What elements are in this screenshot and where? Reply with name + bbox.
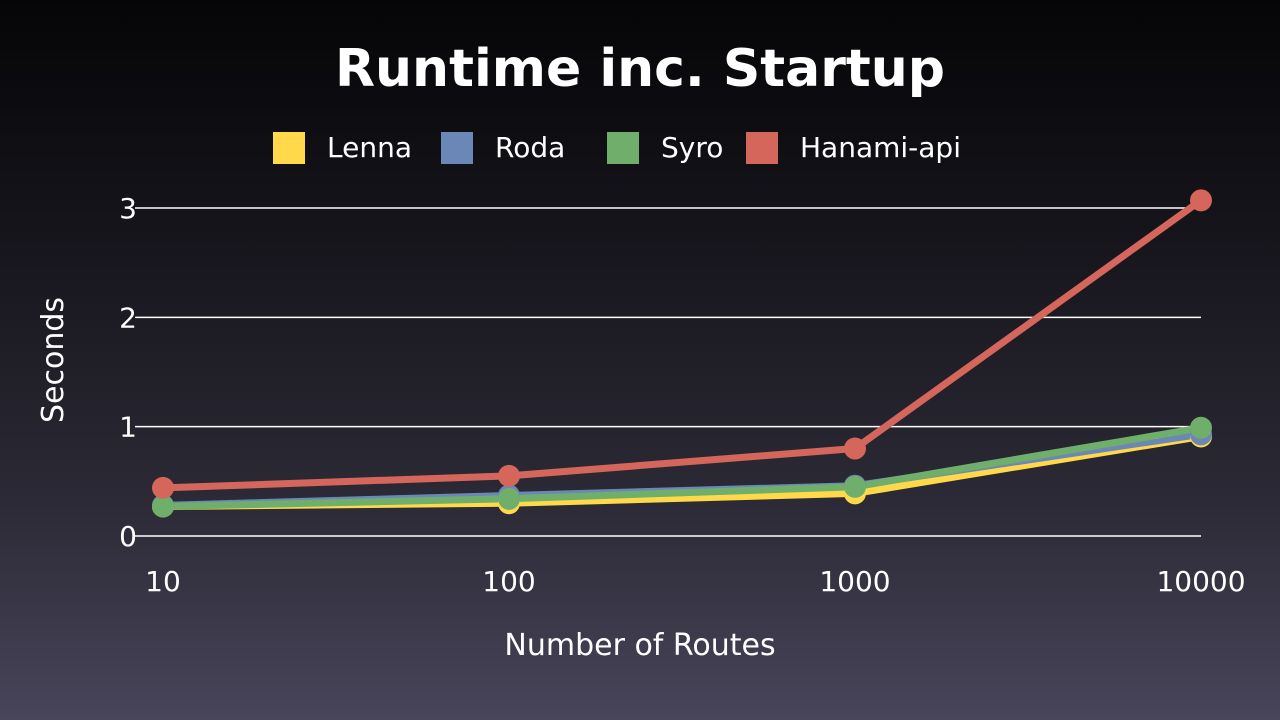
- y-tick-label-2: 2: [119, 301, 137, 334]
- legend-item-roda: Roda: [441, 131, 565, 164]
- x-tick-label-10000: 10000: [1156, 565, 1245, 598]
- data-point-hanami-api-10000: [1190, 189, 1212, 212]
- x-axis-label: Number of Routes: [504, 628, 775, 663]
- legend-item-syro: Syro: [607, 131, 723, 164]
- legend-label-roda: Roda: [495, 131, 565, 164]
- gridlines: [135, 207, 1201, 537]
- chart-title: Runtime inc. Startup: [335, 39, 945, 99]
- legend: Lenna Roda Syro Hanami-api: [273, 131, 961, 164]
- x-tick-label-1000: 1000: [819, 565, 890, 598]
- x-axis-ticks: 10 100 1000 10000: [145, 565, 1245, 598]
- legend-swatch-syro: [607, 132, 639, 164]
- data-point-syro-1000: [844, 475, 866, 498]
- x-tick-label-100: 100: [482, 565, 535, 598]
- legend-label-syro: Syro: [661, 131, 723, 164]
- legend-item-lenna: Lenna: [273, 131, 412, 164]
- x-tick-label-10: 10: [145, 565, 181, 598]
- series-points: [152, 189, 1212, 518]
- legend-swatch-hanami-api: [746, 132, 778, 164]
- legend-label-hanami-api: Hanami-api: [800, 131, 961, 164]
- legend-item-hanami-api: Hanami-api: [746, 131, 961, 164]
- series-lines: [159, 196, 1205, 510]
- y-tick-label-0: 0: [119, 520, 137, 553]
- data-point-syro-10: [152, 495, 174, 518]
- y-tick-label-1: 1: [119, 411, 137, 444]
- series-line-syro: [159, 424, 1205, 510]
- data-point-hanami-api-1000: [844, 437, 866, 460]
- data-point-syro-100: [498, 487, 520, 510]
- data-point-syro-10000: [1190, 416, 1212, 439]
- legend-swatch-lenna: [273, 132, 305, 164]
- y-tick-label-3: 3: [119, 192, 137, 225]
- data-point-hanami-api-100: [498, 464, 520, 487]
- legend-label-lenna: Lenna: [327, 131, 412, 164]
- legend-swatch-roda: [441, 132, 473, 164]
- series-line-hanami-api: [159, 196, 1205, 492]
- y-axis-label: Seconds: [36, 297, 71, 423]
- y-axis-ticks: 0 1 2 3: [119, 192, 137, 553]
- data-point-hanami-api-10: [152, 476, 174, 499]
